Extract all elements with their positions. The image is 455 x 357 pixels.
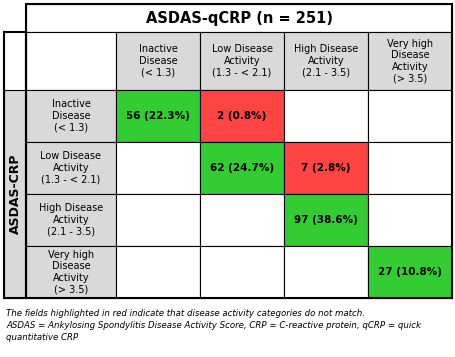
Text: Low Disease
Activity
(1.3 - < 2.1): Low Disease Activity (1.3 - < 2.1) <box>212 44 273 77</box>
Bar <box>116 246 200 298</box>
Bar <box>200 142 284 194</box>
Text: 56 (22.3%): 56 (22.3%) <box>126 111 190 121</box>
Text: ASDAS-CRP: ASDAS-CRP <box>9 154 21 234</box>
Bar <box>368 142 452 194</box>
Bar <box>26 142 116 194</box>
Text: ASDAS = Ankylosing Spondylitis Disease Activity Score, CRP = C-reactive protein,: ASDAS = Ankylosing Spondylitis Disease A… <box>6 321 421 330</box>
Text: ASDAS-qCRP (n = 251): ASDAS-qCRP (n = 251) <box>146 10 333 25</box>
Bar <box>284 246 368 298</box>
Bar <box>200 246 284 298</box>
Text: Very high
Disease
Activity
(> 3.5): Very high Disease Activity (> 3.5) <box>387 39 433 84</box>
Text: 7 (2.8%): 7 (2.8%) <box>301 163 351 173</box>
Bar <box>26 90 116 142</box>
Bar <box>4 32 26 298</box>
Text: Very high
Disease
Activity
(> 3.5): Very high Disease Activity (> 3.5) <box>48 250 94 295</box>
Text: 2 (0.8%): 2 (0.8%) <box>217 111 267 121</box>
Bar <box>284 194 368 246</box>
Bar <box>284 142 368 194</box>
Bar <box>116 142 200 194</box>
Bar <box>368 32 452 90</box>
Text: 62 (24.7%): 62 (24.7%) <box>210 163 274 173</box>
Text: quantitative CRP: quantitative CRP <box>6 333 78 342</box>
Bar <box>200 32 284 90</box>
Text: The fields highlighted in red indicate that disease activity categories do not m: The fields highlighted in red indicate t… <box>6 309 365 318</box>
Text: Low Disease
Activity
(1.3 - < 2.1): Low Disease Activity (1.3 - < 2.1) <box>40 151 101 185</box>
Text: High Disease
Activity
(2.1 - 3.5): High Disease Activity (2.1 - 3.5) <box>39 203 103 237</box>
Bar <box>26 4 452 298</box>
Bar <box>284 32 368 90</box>
Text: High Disease
Activity
(2.1 - 3.5): High Disease Activity (2.1 - 3.5) <box>294 44 358 77</box>
Bar <box>26 194 116 246</box>
Bar <box>26 246 116 298</box>
Bar <box>200 194 284 246</box>
Bar <box>4 90 26 298</box>
Text: 97 (38.6%): 97 (38.6%) <box>294 215 358 225</box>
Bar <box>116 90 200 142</box>
Text: Inactive
Disease
(< 1.3): Inactive Disease (< 1.3) <box>51 99 91 132</box>
Text: Inactive
Disease
(< 1.3): Inactive Disease (< 1.3) <box>139 44 177 77</box>
Bar <box>116 194 200 246</box>
Bar <box>116 32 200 90</box>
Bar <box>368 246 452 298</box>
Bar <box>368 194 452 246</box>
Bar <box>200 90 284 142</box>
Bar <box>26 32 116 90</box>
Text: 27 (10.8%): 27 (10.8%) <box>378 267 442 277</box>
Bar <box>284 90 368 142</box>
Bar <box>26 4 452 32</box>
Bar <box>368 90 452 142</box>
